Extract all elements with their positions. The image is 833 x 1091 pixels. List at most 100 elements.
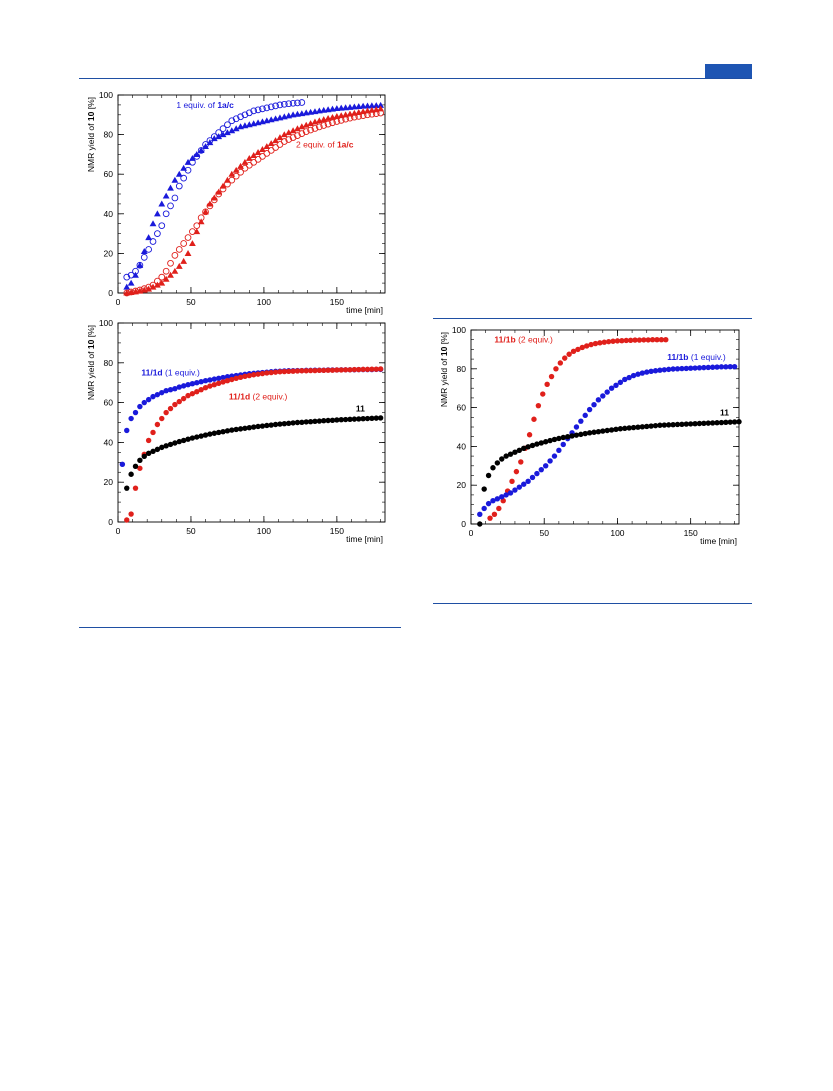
data-point-triangle <box>145 234 153 241</box>
data-point-open-circle <box>140 285 148 292</box>
data-point-dot <box>229 376 235 383</box>
data-point-dot <box>172 385 178 392</box>
data-point-dot <box>316 418 323 424</box>
data-point-dot <box>573 424 580 430</box>
data-point-dot <box>548 373 555 380</box>
data-point-open-circle <box>276 101 284 109</box>
data-point-dot <box>360 416 366 422</box>
label-part: 10 <box>86 111 96 121</box>
data-point-dot <box>551 436 558 443</box>
data-point-dot <box>294 419 301 426</box>
data-point-dot <box>189 435 196 441</box>
data-point-dot <box>626 374 632 381</box>
data-point-dot <box>494 496 501 502</box>
data-point-dot <box>307 367 314 374</box>
data-point-dot <box>159 415 165 422</box>
data-point-open-circle <box>162 267 170 275</box>
data-point-open-circle <box>298 130 306 137</box>
data-point-open-circle <box>202 141 209 148</box>
data-point-dot <box>674 421 681 428</box>
data-point-dot <box>377 415 384 421</box>
data-point-open-circle <box>333 118 341 125</box>
data-point-dot <box>608 385 615 391</box>
data-point-open-circle <box>342 115 349 123</box>
label-part: 2 equiv. of <box>296 139 337 149</box>
data-point-dot <box>657 367 663 373</box>
data-point-dot <box>229 427 235 433</box>
data-point-dot <box>503 453 509 459</box>
data-point-triangle <box>206 200 214 207</box>
label-part: (2 equiv.) <box>516 335 553 345</box>
data-point-dot <box>551 453 558 459</box>
data-point-dot <box>663 337 669 343</box>
data-point-triangle <box>180 257 188 264</box>
figure-rule-right-bottom <box>433 603 752 604</box>
data-point-dot <box>635 371 641 377</box>
data-point-dot <box>679 365 685 372</box>
data-point-dot <box>124 427 130 434</box>
ann-11: 11 <box>356 404 365 414</box>
y-tick-label: 40 <box>104 209 114 219</box>
data-point-dot <box>692 421 698 427</box>
data-point-triangle <box>294 125 301 132</box>
label-part: [%] <box>86 97 96 112</box>
data-point-open-circle <box>140 254 148 261</box>
data-point-triangle <box>224 129 231 136</box>
data-point-dot <box>477 521 483 527</box>
x-tick-label: 0 <box>116 526 121 536</box>
data-point-dot <box>518 459 524 465</box>
data-point-dot <box>579 344 586 351</box>
y-tick-label: 20 <box>104 248 114 258</box>
data-point-open-circle <box>245 109 253 117</box>
data-point-dot <box>595 397 602 403</box>
y-tick-label: 100 <box>99 90 113 100</box>
data-point-triangle <box>377 101 385 108</box>
data-point-triangle <box>158 279 166 286</box>
label-part: NMR yield of <box>439 356 449 407</box>
data-point-dot <box>150 393 156 400</box>
data-point-dot <box>578 418 584 424</box>
data-point-dot <box>128 471 134 477</box>
label-part: 11 <box>720 407 729 417</box>
data-point-dot <box>507 451 514 457</box>
data-point-open-circle <box>197 147 205 154</box>
data-point-dot <box>718 364 725 370</box>
data-point-dot <box>687 421 694 427</box>
data-point-dot <box>661 422 668 428</box>
data-point-triangle <box>149 220 157 227</box>
data-point-dot <box>683 365 689 372</box>
data-point-dot <box>601 339 607 345</box>
data-point-dot <box>529 442 536 449</box>
data-point-dot <box>194 380 200 386</box>
data-point-open-circle <box>355 113 363 120</box>
data-point-dot <box>189 380 196 387</box>
data-point-triangle <box>219 182 227 189</box>
label-part: [%] <box>86 325 96 340</box>
data-point-dot <box>259 370 266 377</box>
data-point-triangle <box>280 131 288 138</box>
data-point-open-circle <box>175 246 183 253</box>
data-point-open-circle <box>263 104 271 112</box>
data-point-dot <box>224 428 231 434</box>
data-point-dot <box>242 425 248 431</box>
data-point-triangle <box>171 176 179 183</box>
data-point-dot <box>582 412 588 419</box>
data-point-dot <box>220 374 226 381</box>
data-point-dot <box>582 430 588 437</box>
data-point-dot <box>610 338 616 344</box>
data-point-dot <box>224 378 231 384</box>
data-point-dot <box>364 415 371 422</box>
data-point-dot <box>141 399 147 406</box>
data-point-dot <box>207 431 213 437</box>
data-point-dot <box>613 382 619 388</box>
data-point-dot <box>613 426 619 433</box>
data-point-dot <box>255 423 261 430</box>
data-point-dot <box>562 355 568 361</box>
data-point-dot <box>639 370 646 376</box>
data-point-dot <box>268 422 274 428</box>
data-point-triangle <box>202 143 209 150</box>
y-tick-label: 100 <box>99 318 113 328</box>
data-point-dot <box>290 368 296 374</box>
data-point-open-circle <box>241 111 249 119</box>
data-point-dot <box>670 366 676 372</box>
